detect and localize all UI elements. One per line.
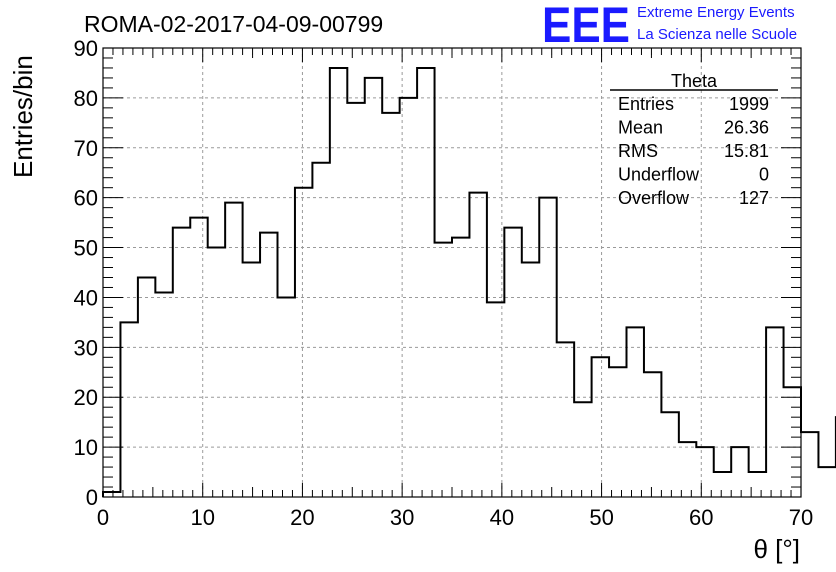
y-tick-label: 30 bbox=[74, 335, 98, 360]
x-tick-label: 10 bbox=[190, 505, 214, 530]
stats-value: 15.81 bbox=[724, 141, 769, 161]
chart-title: ROMA-02-2017-04-09-00799 bbox=[84, 11, 383, 37]
y-tick-label: 80 bbox=[74, 86, 98, 111]
stats-label: RMS bbox=[618, 141, 658, 161]
y-tick-label: 50 bbox=[74, 236, 98, 261]
axis-ticks bbox=[102, 47, 802, 498]
grid bbox=[103, 48, 801, 497]
x-tick-label: 30 bbox=[390, 505, 414, 530]
y-tick-label: 70 bbox=[74, 136, 98, 161]
y-tick-label: 10 bbox=[74, 435, 98, 460]
stats-value: 127 bbox=[739, 188, 769, 208]
eee-logo: EEE Extreme Energy Events La Scienza nel… bbox=[542, 0, 797, 53]
y-tick-label: 90 bbox=[74, 36, 98, 61]
plot-frame bbox=[102, 47, 802, 498]
y-axis-label: Entries/bin bbox=[8, 55, 38, 178]
histogram-series bbox=[102, 66, 836, 497]
logo-line1: Extreme Energy Events bbox=[637, 4, 795, 21]
stats-label: Underflow bbox=[618, 165, 700, 185]
stats-label: Entries bbox=[618, 94, 674, 114]
stats-rows: Entries 1999 Mean 26.36 RMS 15.81 Underflow 0 Ov… bbox=[618, 94, 769, 208]
y-tick-label: 60 bbox=[74, 186, 98, 211]
stats-value: 0 bbox=[759, 165, 769, 185]
logo-mark: EEE bbox=[542, 0, 630, 53]
y-tick-label: 20 bbox=[74, 385, 98, 410]
x-tick-label: 20 bbox=[290, 505, 314, 530]
stats-value: 26.36 bbox=[724, 118, 769, 138]
stats-label: Overflow bbox=[618, 188, 690, 208]
x-axis-label: θ [°] bbox=[753, 534, 800, 564]
stats-box: Theta Entries 1999 Mean 26.36 RMS 15.81 Underf… bbox=[610, 71, 778, 208]
stats-title: Theta bbox=[671, 71, 718, 91]
histogram-line bbox=[102, 66, 836, 497]
y-tick-label: 40 bbox=[74, 285, 98, 310]
x-tick-label: 40 bbox=[490, 505, 514, 530]
stats-value: 1999 bbox=[729, 94, 769, 114]
x-tick-label: 60 bbox=[689, 505, 713, 530]
x-tick-label: 50 bbox=[589, 505, 613, 530]
stats-label: Mean bbox=[618, 118, 663, 138]
x-tick-label: 70 bbox=[789, 505, 813, 530]
logo-line2: La Scienza nelle Scuole bbox=[637, 26, 797, 43]
x-tick-label: 0 bbox=[97, 505, 109, 530]
tick-labels: 0 10 20 30 40 50 60 70 0 10 20 30 40 50 60 70 80 90 bbox=[74, 36, 814, 530]
y-tick-label: 0 bbox=[86, 485, 98, 510]
